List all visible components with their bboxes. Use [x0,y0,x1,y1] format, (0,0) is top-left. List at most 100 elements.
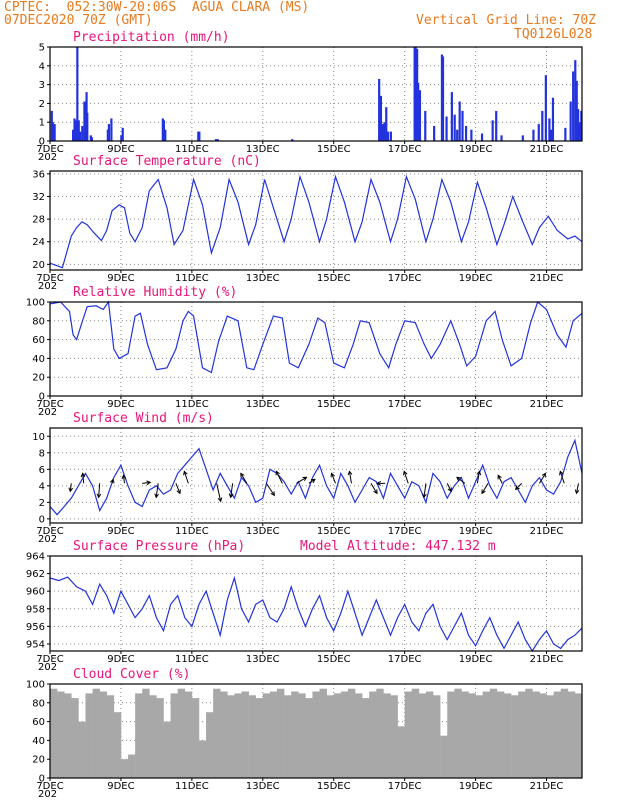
precip-bar [470,129,473,141]
series-line [49,300,583,374]
cloud-bar [355,693,363,778]
wind-arrow-head [217,497,223,503]
wind-arrow-head [154,493,159,499]
precip-bar [216,139,219,141]
x-tick-label: 9DEC [107,654,134,665]
wind-arrow [497,475,503,484]
wind-arrow [142,481,151,484]
cloud-bar [149,695,157,778]
precip-bar [464,125,468,141]
x-tick-label: 15DEC [317,781,351,792]
y-tick-label: 32 [32,192,45,203]
wind-arrow [403,471,409,484]
x-tick-label: 9DEC [107,781,134,792]
cloud-bar [156,698,164,778]
x-tick-label: 17DEC [388,654,422,665]
y-tick-label: 20 [32,260,45,271]
precip-bar [418,90,422,141]
precip-bar [456,129,459,141]
panel-0: 0 1 2 3 4 5 7DEC 9DEC 11DEC 13DEC 15DEC 17DEC 19DEC 2… [36,30,583,163]
x-tick-label: 13DEC [246,526,280,537]
precip-bar [51,122,54,141]
x-tick-label: 11DEC [175,144,209,155]
cloud-bar [241,691,249,778]
panel-title: Cloud Cover (%) [73,667,190,682]
wind-arrow [348,471,352,484]
panel-title: Surface Wind (m/s) [73,411,214,426]
precip-bar [79,131,82,141]
cloud-bar [248,695,257,778]
y-tick-label: 964 [26,552,45,563]
precip-bar [214,139,218,141]
wind-arrow-head [302,476,308,482]
precip-bar [121,127,124,141]
precip-bar [198,131,201,141]
cloud-bar [106,695,115,778]
wind-arrow-head [497,474,502,480]
panel-frame [49,301,583,397]
precip-bar [458,101,461,141]
cloud-bar [57,691,65,778]
cloud-bar [213,688,221,778]
cloud-bar [433,695,441,778]
x-tick-label: 11DEC [175,399,209,410]
precip-bar [453,114,456,141]
panel-3: 0 2 4 6 8 10 7DEC 9DEC 11DEC 13DEC 15DEC 17DEC 19DEC… [32,411,583,545]
x-tick-label: 11DEC [175,654,209,665]
cloud-bar [269,691,278,778]
x-tick-label: 7DEC [36,526,63,537]
x-tick-label: 7DEC [36,781,63,792]
x-tick-label: 21DEC [530,399,564,410]
precip-bar [379,95,383,141]
precip-bar [564,127,567,141]
x-tick-label: 9DEC [107,399,134,410]
x-tick-label: 13DEC [246,654,280,665]
wind-arrow-head [514,485,520,491]
y-tick-label: 100 [26,298,45,309]
series-line [49,438,583,516]
cloud-bar [305,698,313,778]
wind-arrow-head [559,470,564,476]
y-tick-label: 4 [39,61,45,72]
cloud-bar [298,693,306,778]
wind-arrow-head [228,493,234,499]
y-tick-label: 5 [39,43,45,54]
precip-bar [86,112,89,141]
cloud-bar [170,693,178,778]
cloud-bar [546,695,554,778]
year-stub: 202 [38,534,57,545]
x-tick-label: 11DEC [175,781,209,792]
wind-arrow [175,483,181,494]
y-tick-label: 80 [32,698,45,709]
cloud-bar [326,695,335,778]
cloud-bar [135,693,143,778]
y-tick-label: 10 [32,432,45,443]
cloud-bar [390,695,398,778]
y-tick-label: 40 [32,736,45,747]
precip-bar [461,110,464,141]
precip-bar [385,107,388,141]
year-stub: 202 [38,662,57,673]
panel-4: 954 956 958 960 962 964 7DEC 9DEC 11DEC 13DEC 15DE… [26,539,583,673]
x-tick-label: 9DEC [107,273,134,284]
wind-arrow-head [275,470,280,476]
wind-arrow-head [481,489,486,495]
y-tick-label: 8 [39,448,45,459]
x-tick-label: 21DEC [530,654,564,665]
cloud-bar [475,695,483,778]
y-tick-label: 40 [32,354,45,365]
cloud-bar [128,754,136,778]
precip-bar [577,109,580,141]
wind-arrow-head [447,487,452,493]
x-tick-label: 17DEC [388,399,422,410]
wind-arrow [122,475,125,484]
wind-arrow-head [330,472,335,478]
y-tick-label: 60 [32,717,45,728]
x-tick-label: 21DEC [530,526,564,537]
precip-bar [90,137,93,141]
precip-bar [107,124,111,141]
precip-bar [541,110,544,141]
cloud-bar [99,691,108,778]
wind-arrow-head [68,487,74,493]
cloud-bar [319,688,327,778]
